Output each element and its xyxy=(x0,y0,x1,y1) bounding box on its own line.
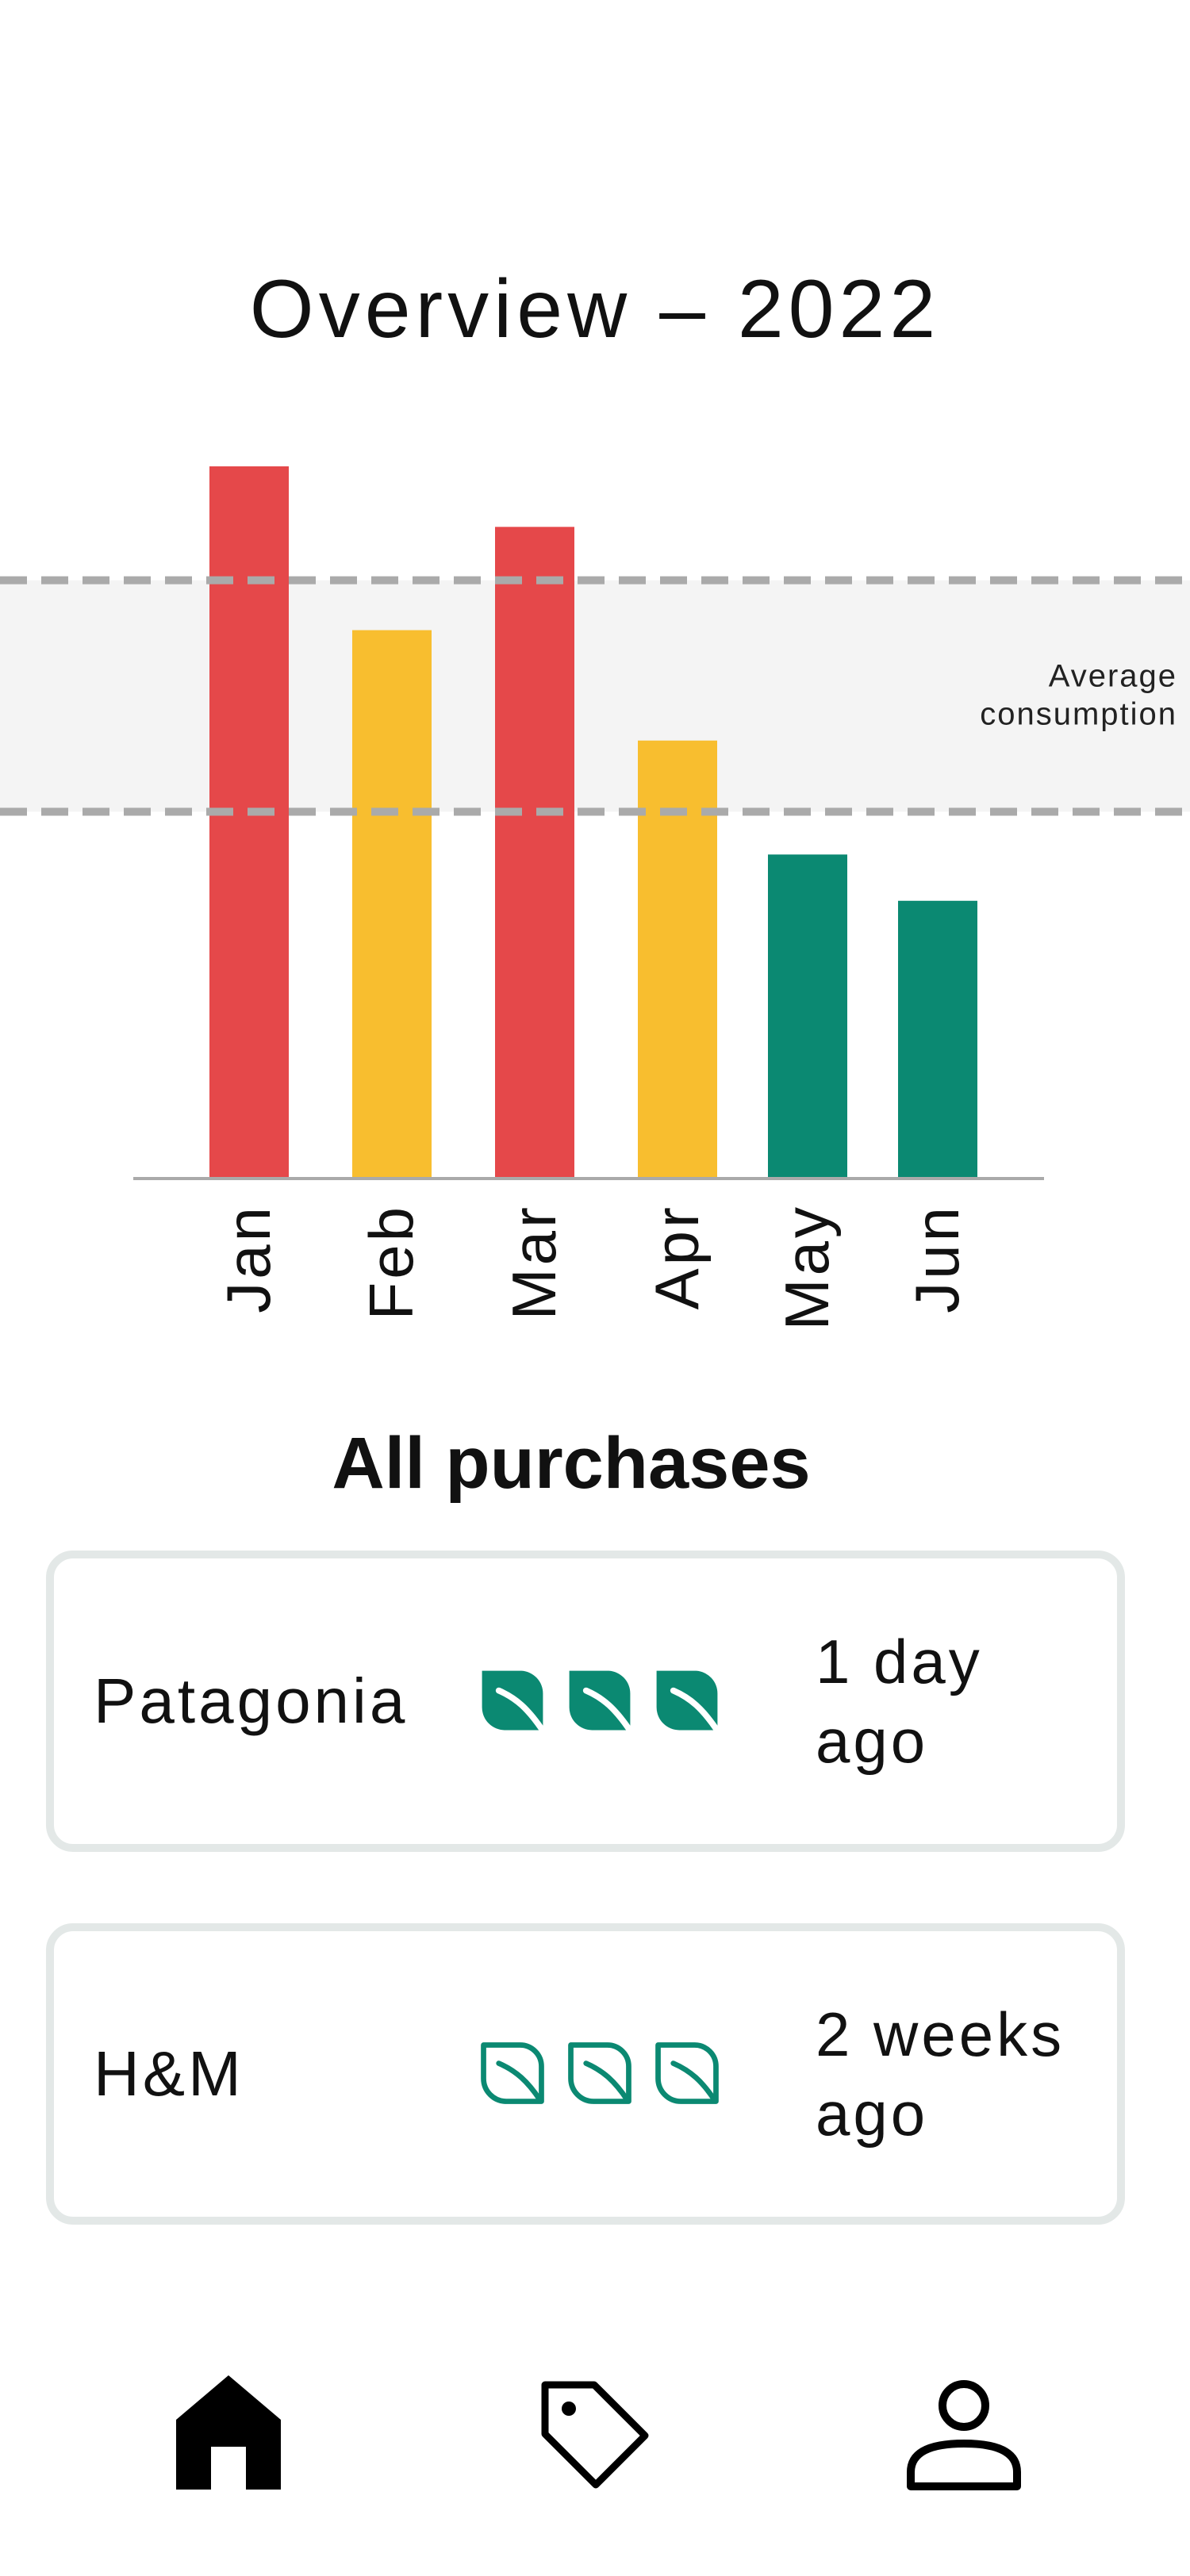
bar-apr xyxy=(638,740,717,1179)
purchase-time-line1: 1 day xyxy=(816,1627,983,1696)
average-band xyxy=(0,580,1190,812)
average-band-label-line1: Average xyxy=(1049,659,1177,694)
bar-feb xyxy=(352,630,432,1179)
purchase-card-hm[interactable]: H&M 2 weeks ago xyxy=(46,1923,1125,2225)
purchase-brand: H&M xyxy=(94,2038,244,2109)
average-band-label-line2: consumption xyxy=(980,697,1177,732)
purchase-time-line2: ago xyxy=(816,1706,929,1776)
x-tick-label-jan: Jan xyxy=(213,1204,283,1313)
x-tick-label-may: May xyxy=(772,1204,842,1330)
leaf-filled-icon xyxy=(474,1663,551,1739)
nav-profile-button[interactable] xyxy=(892,2363,1035,2506)
purchase-brand: Patagonia xyxy=(94,1666,409,1736)
sustainability-rating xyxy=(474,1558,725,1844)
leaf-outline-icon xyxy=(562,2036,638,2112)
home-icon xyxy=(173,2374,284,2497)
bar-may xyxy=(768,854,847,1179)
sustainability-rating xyxy=(474,1931,725,2217)
x-tick-label-jun: Jun xyxy=(902,1204,972,1313)
bar-jan xyxy=(209,466,289,1179)
leaf-outline-icon xyxy=(474,2036,551,2112)
purchases-section-title: All purchases xyxy=(332,1423,811,1504)
purchase-card-patagonia[interactable]: Patagonia 1 day ago xyxy=(46,1551,1125,1852)
nav-home-button[interactable] xyxy=(157,2363,300,2506)
x-tick-label-feb: Feb xyxy=(356,1204,426,1320)
purchase-time: 2 weeks ago xyxy=(816,1931,1117,2217)
x-tick-label-mar: Mar xyxy=(499,1204,569,1320)
bar-jun xyxy=(898,900,977,1179)
user-icon xyxy=(904,2374,1023,2497)
leaf-filled-icon xyxy=(649,1663,725,1739)
purchase-time-line1: 2 weeks xyxy=(816,1999,1065,2069)
leaf-outline-icon xyxy=(649,2036,725,2112)
leaf-filled-icon xyxy=(562,1663,638,1739)
page-title: Overview – 2022 xyxy=(249,263,941,355)
bar-mar xyxy=(495,527,574,1179)
x-tick-label-apr: Apr xyxy=(642,1204,712,1309)
bottom-navigation xyxy=(0,2363,1190,2506)
tag-icon xyxy=(534,2374,653,2497)
purchase-time: 1 day ago xyxy=(816,1558,1117,1844)
purchase-time-line2: ago xyxy=(816,2079,929,2149)
nav-tags-button[interactable] xyxy=(522,2363,665,2506)
